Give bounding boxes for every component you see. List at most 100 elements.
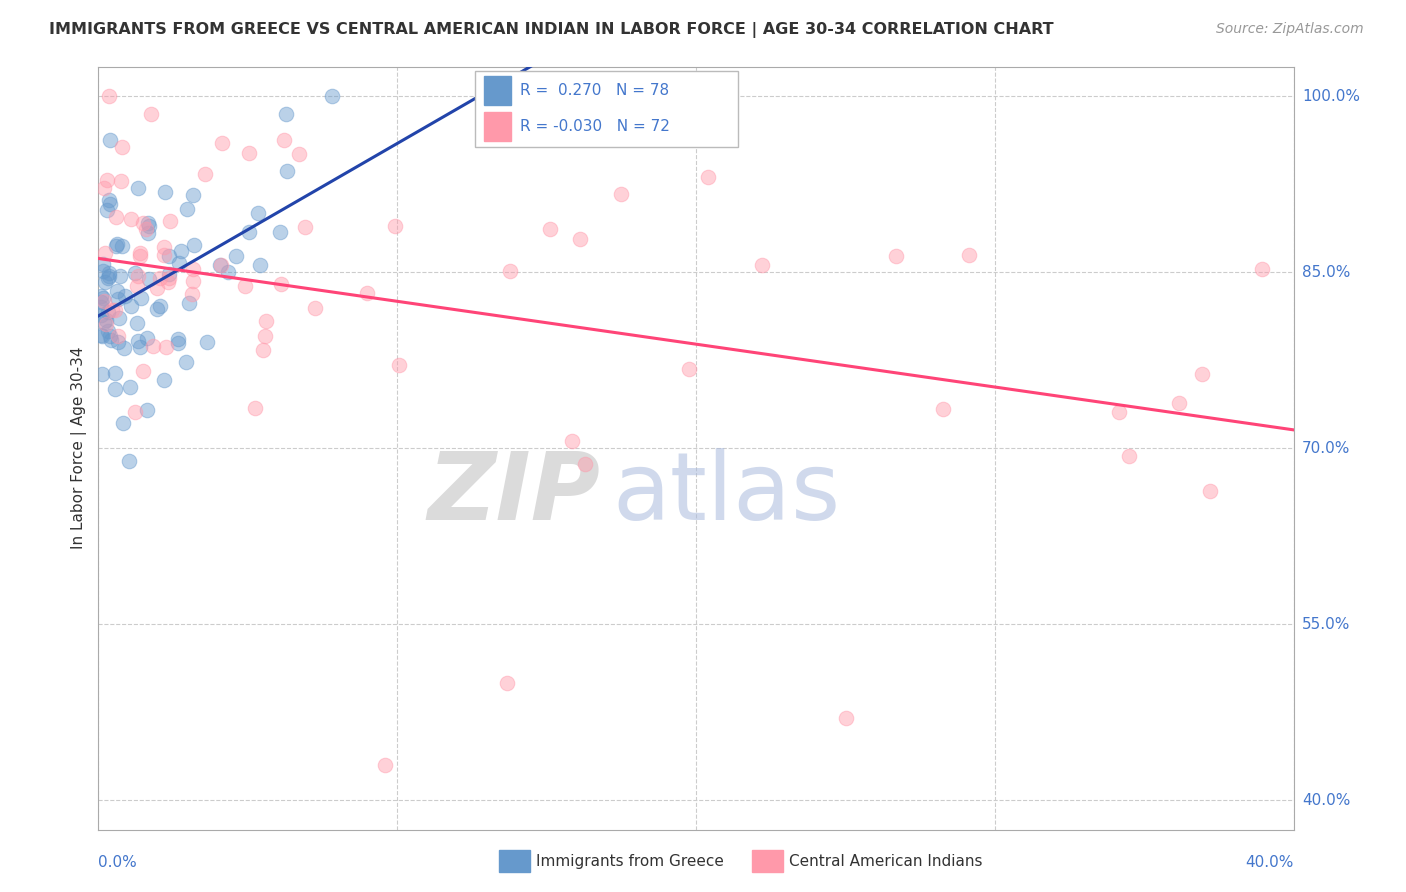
Point [101, 302, 124, 317]
Point [167, 256, 190, 270]
Point [98, 269, 121, 284]
Point [136, 402, 159, 417]
Point [931, 402, 953, 417]
Point [132, 364, 155, 378]
Point [136, 216, 159, 230]
Point [94, 246, 117, 260]
Point [174, 355, 197, 369]
Point [751, 259, 773, 273]
Point [148, 270, 170, 285]
Point [294, 220, 316, 235]
Point [131, 216, 153, 230]
Text: Central American Indians: Central American Indians [789, 855, 983, 869]
Point [356, 285, 378, 300]
Point [384, 219, 406, 234]
Point [243, 401, 266, 415]
Point [1191, 368, 1213, 382]
Point [1251, 262, 1274, 277]
Point [104, 303, 127, 318]
Point [181, 274, 204, 288]
Point [111, 416, 134, 430]
Text: 85.0%: 85.0% [1302, 265, 1350, 280]
Point [233, 279, 256, 293]
Point [127, 181, 149, 195]
Point [835, 711, 858, 725]
Point [105, 210, 128, 224]
Point [957, 248, 980, 262]
Point [166, 336, 188, 351]
Point [181, 262, 204, 277]
Point [495, 676, 517, 690]
Point [183, 238, 205, 252]
Text: ZIP: ZIP [427, 448, 600, 540]
Point [129, 340, 152, 354]
Text: R = -0.030   N = 72: R = -0.030 N = 72 [520, 119, 671, 134]
Point [91, 329, 114, 343]
Point [128, 249, 150, 263]
Point [159, 214, 181, 228]
Point [105, 239, 128, 253]
Point [107, 311, 129, 326]
Point [153, 373, 176, 387]
Point [155, 340, 177, 354]
Point [127, 269, 149, 284]
Point [252, 343, 274, 357]
Point [91, 264, 114, 278]
Point [139, 107, 162, 121]
Point [100, 196, 122, 211]
Point [90, 300, 112, 314]
Point [107, 292, 129, 306]
Point [238, 226, 260, 240]
Point [574, 457, 596, 471]
Point [111, 239, 134, 253]
Point [100, 334, 122, 348]
Point [167, 332, 190, 346]
Point [118, 454, 141, 468]
Text: 0.0%: 0.0% [98, 855, 138, 870]
Point [125, 279, 148, 293]
Point [321, 89, 343, 103]
Point [94, 275, 117, 289]
Point [374, 758, 396, 772]
Point [568, 231, 591, 245]
Point [90, 289, 112, 303]
Point [96, 172, 118, 186]
Text: 55.0%: 55.0% [1302, 616, 1350, 632]
Point [114, 289, 136, 303]
Point [498, 263, 520, 277]
Point [287, 147, 309, 161]
Point [697, 170, 720, 185]
Point [209, 258, 232, 272]
Point [138, 219, 160, 234]
Point [138, 272, 160, 286]
Text: atlas: atlas [613, 448, 841, 540]
Point [97, 271, 120, 285]
Point [1199, 483, 1222, 498]
Point [90, 308, 112, 322]
Point [276, 163, 298, 178]
Point [105, 236, 128, 251]
Point [170, 244, 193, 258]
Point [247, 205, 270, 219]
Point [157, 250, 180, 264]
Point [90, 367, 112, 381]
Bar [485, 76, 510, 105]
Point [93, 293, 115, 308]
Point [107, 329, 129, 343]
Point [127, 334, 149, 348]
Point [176, 202, 198, 216]
Point [153, 248, 176, 262]
Point [120, 212, 142, 227]
Point [129, 246, 152, 260]
Point [1118, 450, 1140, 464]
Point [90, 327, 112, 342]
Point [93, 181, 115, 195]
Text: Immigrants from Greece: Immigrants from Greece [536, 855, 724, 869]
Point [98, 89, 121, 103]
Point [110, 174, 132, 188]
Point [157, 270, 180, 285]
Text: 40.0%: 40.0% [1302, 793, 1350, 808]
Point [96, 305, 118, 319]
Point [93, 316, 115, 330]
Point [249, 258, 271, 272]
